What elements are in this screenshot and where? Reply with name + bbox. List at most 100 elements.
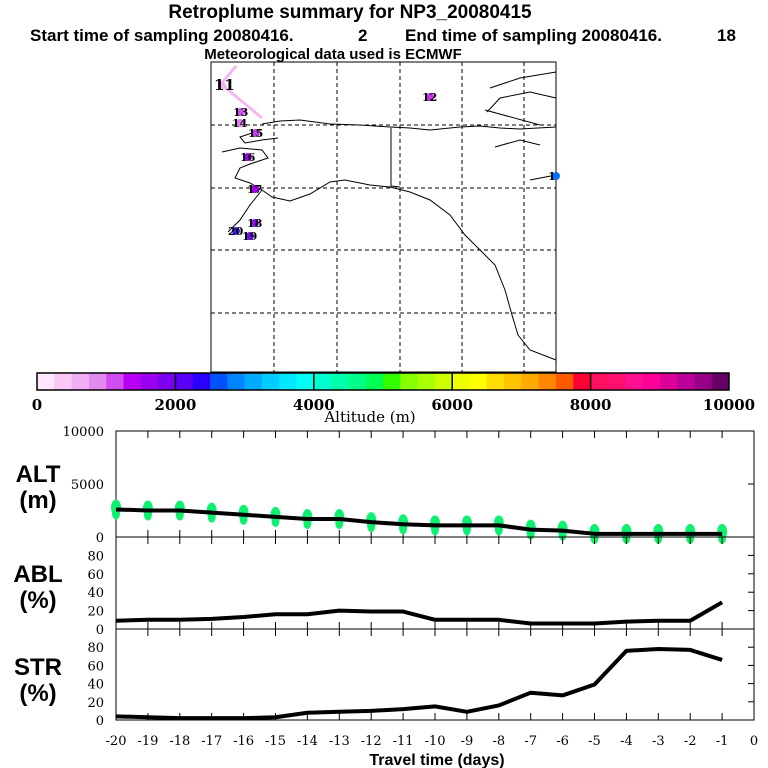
- colorbar-swatch: [383, 373, 401, 390]
- x-tick-label: 0: [750, 734, 758, 749]
- colorbar-swatch: [590, 373, 609, 390]
- colorbar-swatch: [504, 373, 522, 390]
- colorbar-swatch: [244, 373, 263, 390]
- x-tick-label: -6: [556, 734, 569, 749]
- day-marker: [237, 108, 245, 116]
- colorbar-swatch: [158, 373, 176, 390]
- colorbar-swatch: [54, 373, 73, 390]
- y-tick-label: 80: [87, 549, 104, 564]
- day-marker: [251, 219, 259, 227]
- map-frame: [210, 61, 557, 373]
- day-marker: [218, 82, 226, 90]
- colorbar-swatch: [123, 373, 142, 390]
- colorbar-swatch: [642, 373, 661, 390]
- colorbar-swatch: [659, 373, 678, 390]
- panel-label-abl: ABL: [13, 561, 62, 588]
- colorbar-swatch: [37, 373, 55, 390]
- x-tick-label: -20: [106, 734, 127, 749]
- series-line-str: [115, 647, 723, 721]
- day-marker: [552, 172, 560, 180]
- end-time-value: 18: [717, 26, 736, 45]
- x-tick-label: -7: [524, 734, 537, 749]
- x-tick-label: -8: [492, 734, 505, 749]
- colorbar-swatch: [210, 373, 228, 390]
- x-tick-label: -1: [716, 734, 729, 749]
- colorbar-swatch: [296, 373, 315, 390]
- day-marker: [236, 119, 244, 127]
- series-line-alt: [115, 507, 723, 536]
- panel-unit-alt: (m): [19, 487, 56, 514]
- x-tick-label: -15: [265, 734, 286, 749]
- series-line-abl: [115, 600, 724, 626]
- colorbar-swatch: [625, 373, 643, 390]
- colorbar-swatch: [313, 373, 332, 390]
- colorbar-title: Altitude (m): [324, 408, 416, 426]
- colorbar-swatch: [175, 373, 194, 390]
- colorbar-tick-label: 4000: [293, 396, 335, 414]
- colorbar-swatch: [192, 373, 211, 390]
- day-marker: [251, 185, 259, 193]
- day-label: 16: [240, 151, 256, 164]
- x-tick-label: -3: [652, 734, 665, 749]
- day-label: 14: [232, 117, 248, 130]
- day-label: 19: [242, 230, 257, 243]
- colorbar-swatch: [279, 373, 297, 390]
- colorbar-swatch: [348, 373, 367, 390]
- figure-title: Retroplume summary for NP3_20080415: [168, 2, 532, 23]
- y-tick-label: 60: [87, 568, 104, 583]
- colorbar-frame: [36, 372, 730, 391]
- end-time-label: End time of sampling 20080416.: [405, 26, 662, 45]
- colorbar-swatch: [694, 373, 713, 390]
- day-marker: [244, 153, 252, 161]
- panel-label-alt: ALT: [16, 461, 61, 488]
- x-tick-label: -10: [425, 734, 446, 749]
- y-tick-label: 10000: [63, 425, 104, 440]
- met-data-label: Meteorological data used is ECMWF: [204, 46, 462, 63]
- colorbar-swatch: [71, 373, 90, 390]
- day-label: 12: [422, 91, 437, 104]
- day-label: 1: [548, 170, 556, 183]
- panel-unit-abl: (%): [19, 587, 56, 614]
- x-tick-label: -17: [201, 734, 222, 749]
- colorbar-swatch: [486, 373, 505, 390]
- coastlines: [221, 71, 557, 361]
- colorbar-swatch: [261, 373, 280, 390]
- y-tick-label: 0: [96, 623, 104, 638]
- colorbar-swatch: [711, 373, 730, 390]
- colorbar-swatch: [331, 373, 349, 390]
- x-tick-label: -13: [329, 734, 350, 749]
- x-tick-label: -5: [588, 734, 601, 749]
- start-time-label: Start time of sampling 20080416.: [30, 26, 294, 45]
- colorbar-swatch: [607, 373, 626, 390]
- x-tick-label: -14: [297, 734, 318, 749]
- y-tick-label: 80: [87, 641, 104, 656]
- x-tick-label: -16: [233, 734, 254, 749]
- y-tick-label: 40: [87, 586, 104, 601]
- colorbar-swatch: [106, 373, 124, 390]
- colorbar-swatch: [140, 373, 159, 390]
- day-marker: [252, 129, 260, 137]
- colorbar-swatch: [521, 373, 540, 390]
- x-tick-label: -19: [137, 734, 158, 749]
- colorbar-tick-label: 8000: [570, 396, 612, 414]
- colorbar-swatch: [365, 373, 384, 390]
- colorbar-swatch: [573, 373, 592, 390]
- colorbar-tick-label: 6000: [431, 396, 473, 414]
- colorbar-swatch: [469, 373, 488, 390]
- y-tick-label: 40: [87, 678, 104, 693]
- colorbar-swatch: [452, 373, 470, 390]
- day-label: 15: [248, 127, 263, 140]
- x-tick-label: -2: [684, 734, 697, 749]
- x-tick-label: -11: [393, 734, 414, 749]
- map-gridlines: [211, 62, 556, 372]
- y-tick-label: 0: [96, 714, 104, 729]
- colorbar-swatch: [417, 373, 436, 390]
- colorbar-swatch: [400, 373, 419, 390]
- day-marker: [232, 227, 240, 235]
- colorbar-tick-label: 2000: [155, 396, 197, 414]
- day-label: 11: [214, 76, 235, 94]
